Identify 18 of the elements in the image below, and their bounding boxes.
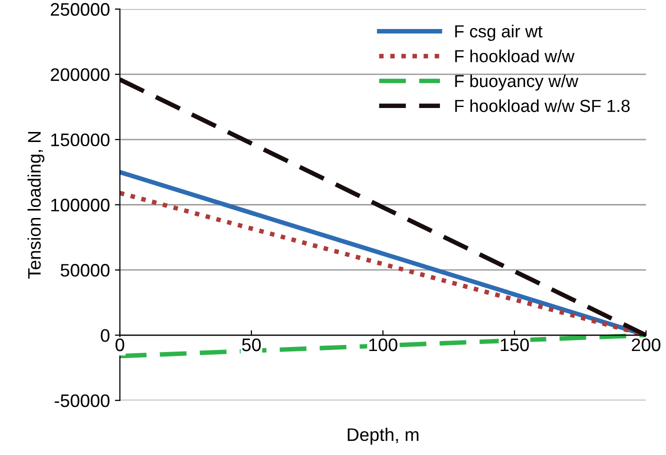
y-tick-label: 0: [100, 329, 110, 342]
x-tick-label: 150: [500, 338, 529, 352]
y-tick-label: 150000: [51, 133, 110, 146]
x-tick-label: 200: [632, 338, 660, 352]
legend-label: F buoyancy w/w: [455, 74, 578, 91]
y-tick-label: 200000: [50, 68, 110, 82]
legend-label: F hookload w/w: [455, 50, 574, 62]
legend-label: F hookload w/w SF 1.8: [455, 99, 630, 112]
y-tick-label: 250000: [50, 3, 110, 16]
y-tick-label: 100000: [51, 198, 110, 212]
x-axis-title: Depth, m: [348, 428, 418, 445]
x-tick-label: 100: [369, 338, 398, 352]
y-tick-label: 50000: [60, 264, 110, 277]
y-tick-label: -50000: [54, 394, 110, 408]
x-tick-label: 0: [116, 338, 124, 352]
legend-label: F csg air wt: [455, 24, 542, 41]
y-axis-title: Tension loading, N: [28, 132, 44, 279]
x-tick-label: 50: [242, 338, 261, 352]
